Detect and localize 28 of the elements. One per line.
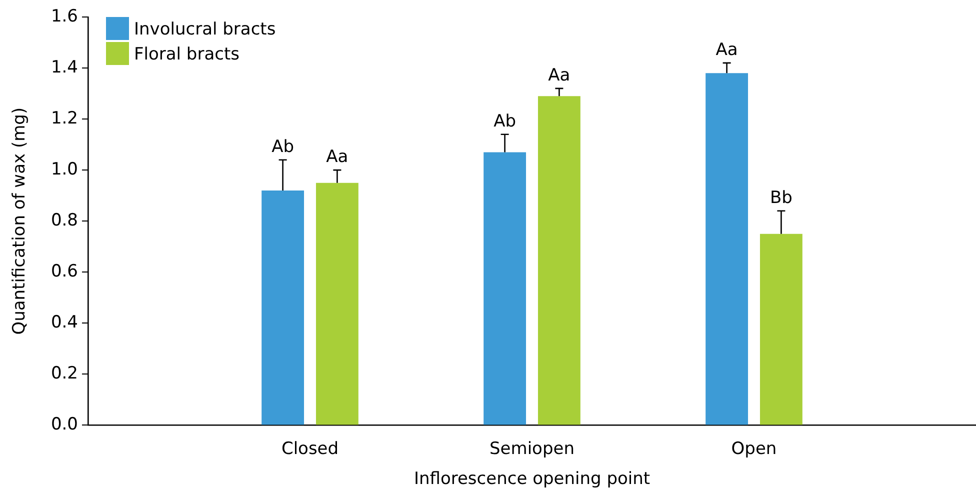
bar (316, 182, 358, 425)
data-label: Aa (548, 65, 570, 86)
legend-label: Involucral bracts (134, 19, 276, 40)
data-label: Ab (272, 136, 294, 157)
y-tick-label: 1.4 (50, 57, 78, 78)
y-tick-label: 1.6 (50, 6, 78, 26)
y-tick-label: 0.8 (50, 210, 78, 231)
bar (484, 152, 526, 425)
y-tick-label: 0.4 (50, 312, 78, 333)
x-tick-label: Closed (281, 438, 339, 459)
data-label: Ab (494, 111, 516, 132)
bar (262, 190, 304, 425)
x-tick-label: Open (731, 438, 777, 459)
legend-label: Floral bracts (134, 44, 240, 64)
data-label: Aa (716, 40, 738, 60)
data-label: Aa (326, 146, 348, 167)
x-tick-label: Semiopen (490, 438, 574, 459)
data-label: Bb (770, 188, 792, 208)
bar (538, 96, 580, 425)
y-tick-label: 1.0 (50, 159, 78, 180)
x-axis-title: Inflorescence opening point (414, 469, 650, 490)
bar (706, 73, 748, 425)
bar (760, 234, 802, 425)
y-tick-label: 0.6 (50, 262, 78, 282)
y-axis-title: Quantification of wax (mg) (10, 107, 30, 335)
y-tick-label: 1.2 (50, 108, 78, 128)
y-tick-label: 0.2 (50, 364, 78, 384)
y-tick-label: 0.0 (50, 414, 78, 435)
